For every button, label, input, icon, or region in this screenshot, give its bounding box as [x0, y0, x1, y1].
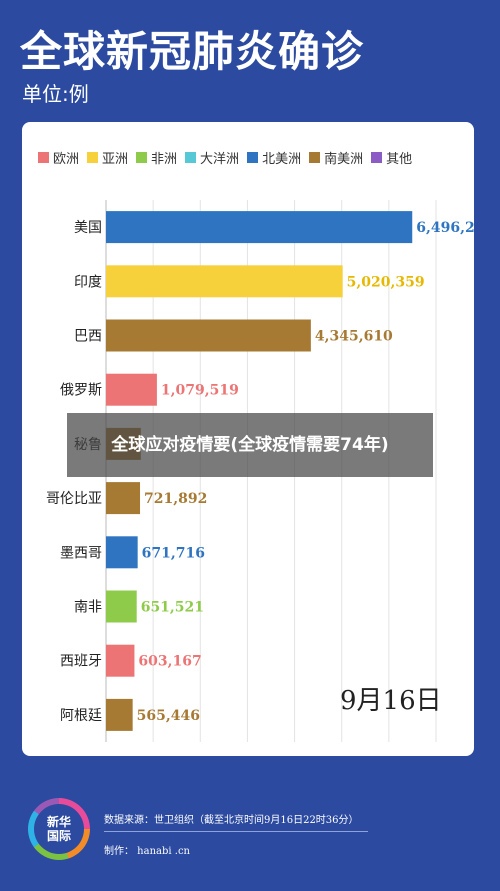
caption-text: 全球应对疫情要(全球疫情需要74年) — [111, 435, 389, 455]
legend-label: 北美洲 — [262, 152, 302, 167]
page-title: 全球新冠肺炎确诊 — [20, 27, 365, 76]
value-label: 5,020,359 — [347, 274, 425, 290]
value-label: 565,446 — [137, 708, 200, 724]
footer: 新华 国际 数据来源：世卫组织（截至北京时间9月16日22时36分） 制作： ha… — [0, 768, 500, 891]
category-label: 西班牙 — [60, 654, 102, 670]
legend-item: 其他 — [371, 148, 412, 167]
legend-label: 亚洲 — [102, 152, 129, 167]
legend-swatch — [247, 152, 259, 163]
bar — [106, 536, 138, 569]
value-label: 721,892 — [144, 491, 207, 507]
legend-item: 亚洲 — [87, 148, 128, 167]
category-label: 哥伦比亚 — [46, 491, 102, 507]
unit-label: 单位:例 — [22, 82, 89, 106]
value-label: 4,345,610 — [315, 329, 393, 345]
legend-label: 非洲 — [151, 152, 178, 167]
value-label: 6,496,246 — [416, 220, 474, 236]
chart-legend: 欧洲 亚洲 非洲 大洋洲 北美洲 南美洲 其他 — [38, 148, 464, 167]
date-stamp: 9月16日 — [340, 686, 442, 716]
legend-swatch — [371, 152, 383, 163]
bar — [106, 211, 413, 244]
data-source: 数据来源：世卫组织（截至北京时间9月16日22时36分） — [104, 815, 359, 826]
legend-label: 大洋洲 — [200, 152, 240, 167]
category-label: 墨西哥 — [60, 545, 102, 561]
category-label: 美国 — [74, 220, 102, 236]
legend-item: 大洋洲 — [185, 148, 239, 167]
legend-label: 其他 — [386, 152, 413, 167]
bar — [106, 698, 133, 731]
bar — [106, 265, 343, 298]
legend-item: 南美洲 — [309, 148, 363, 167]
bar — [106, 644, 135, 677]
category-label: 巴西 — [74, 329, 102, 345]
xinhua-international-logo: 新华 国际 — [28, 798, 90, 860]
bar — [106, 482, 141, 515]
category-label: 阿根廷 — [60, 708, 102, 724]
category-label: 南非 — [74, 600, 102, 616]
bar — [106, 373, 157, 406]
caption-overlay[interactable]: 全球应对疫情要(全球疫情需要74年) — [67, 413, 433, 477]
logo-text: 新华 国际 — [34, 804, 84, 854]
value-label: 603,167 — [138, 654, 201, 670]
legend-swatch — [309, 152, 321, 163]
legend-item: 非洲 — [136, 148, 177, 167]
bar — [106, 319, 311, 352]
legend-swatch — [38, 152, 49, 163]
maker-credit: 制作： hanabi .cn — [104, 846, 190, 857]
bar — [106, 590, 137, 623]
legend-item: 欧洲 — [38, 148, 79, 167]
footer-divider — [104, 831, 368, 832]
legend-item: 北美洲 — [247, 148, 301, 167]
category-label: 俄罗斯 — [60, 383, 102, 399]
legend-label: 欧洲 — [53, 152, 80, 167]
value-label: 651,521 — [141, 600, 204, 616]
legend-label: 南美洲 — [324, 152, 364, 167]
bar-chart: 美国 6,496,246 印度 5,020,359 巴西 4,345,610 俄罗斯 1,07… — [46, 200, 474, 742]
legend-swatch — [136, 152, 148, 163]
category-label: 印度 — [74, 274, 102, 290]
value-label: 671,716 — [142, 545, 205, 561]
value-label: 1,079,519 — [161, 383, 239, 399]
legend-swatch — [87, 152, 99, 163]
legend-swatch — [185, 152, 197, 163]
